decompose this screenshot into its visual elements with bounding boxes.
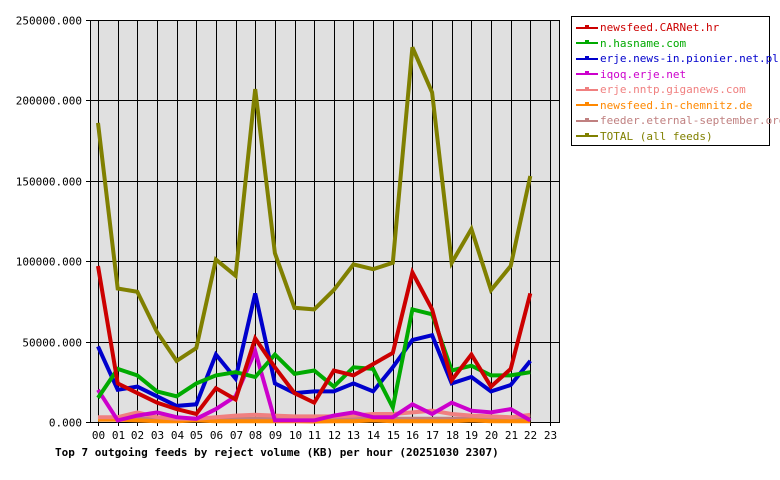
series-line — [96, 292, 532, 408]
series-line — [96, 46, 533, 364]
legend-label: newsfeed.CARNet.hr — [600, 21, 720, 35]
legend-item: erje.news-in.pionier.net.pl — [576, 51, 779, 67]
series-line — [96, 345, 532, 423]
legend-item: feeder.eternal-september.org — [576, 113, 780, 129]
x-tick-label: 23 — [544, 429, 557, 442]
y-axis: 0.000 50000.000 100000.000 150000.000 200000… — [16, 15, 82, 430]
x-tick-label: 21 — [505, 429, 518, 442]
y-tick-label: 0.000 — [49, 417, 82, 430]
plot-area — [90, 20, 560, 422]
legend: newsfeed.CARNet.hr n.hasname.com erje.news… — [571, 16, 780, 146]
x-tick-label: 01 — [112, 429, 125, 442]
x-tick-label: 07 — [230, 429, 243, 442]
legend-line-marker-icon — [576, 117, 598, 125]
x-tick-label: 11 — [308, 429, 321, 442]
legend-label: feeder.eternal-september.org — [600, 114, 780, 128]
x-tick-label: 06 — [210, 429, 223, 442]
x-tick-label: 02 — [131, 429, 144, 442]
x-tick-label: 12 — [328, 429, 341, 442]
legend-line-marker-icon — [576, 39, 598, 47]
x-tick-label: 03 — [151, 429, 164, 442]
legend-label: newsfeed.in-chemnitz.de — [600, 98, 753, 112]
legend-line-marker-icon — [576, 86, 598, 94]
x-axis: 00 01 02 03 04 05 06 07 08 09 10 11 12 13 14 15 16 17 18 19… — [92, 429, 557, 442]
x-tick-label: 16 — [406, 429, 419, 442]
x-tick-label: 22 — [524, 429, 537, 442]
legend-line-marker-icon — [576, 101, 598, 109]
legend-label: erje.nntp.giganews.com — [600, 83, 746, 97]
y-tick-label: 100000.000 — [16, 256, 82, 269]
legend-item: newsfeed.in-chemnitz.de — [576, 98, 769, 114]
legend-line-marker-icon — [576, 132, 598, 140]
y-tick-label: 50000.000 — [22, 337, 82, 350]
legend-label: n.hasname.com — [600, 36, 687, 50]
x-tick-label: 00 — [92, 429, 105, 442]
legend-item: iqoq.erje.net — [576, 67, 769, 83]
x-tick-label: 10 — [289, 429, 302, 442]
legend-label: iqoq.erje.net — [600, 67, 687, 81]
legend-label: erje.news-in.pionier.net.pl — [600, 52, 779, 66]
legend-item: n.hasname.com — [576, 36, 769, 52]
x-tick-label: 18 — [446, 429, 459, 442]
legend-line-marker-icon — [576, 55, 598, 63]
chart-title: Top 7 outgoing feeds by reject volume (K… — [55, 446, 499, 459]
legend-line-marker-icon — [576, 24, 598, 32]
legend-line-marker-icon — [576, 70, 598, 78]
series-line — [98, 408, 531, 421]
x-tick-label: 17 — [426, 429, 439, 442]
legend-item: TOTAL (all feeds) — [576, 129, 769, 145]
y-tick-label: 200000.000 — [16, 95, 82, 108]
series-line — [96, 265, 533, 417]
x-tick-label: 13 — [347, 429, 360, 442]
y-tick-label: 250000.000 — [16, 15, 82, 28]
legend-item: newsfeed.CARNet.hr — [576, 20, 769, 36]
x-tick-label: 05 — [190, 429, 203, 442]
legend-item: erje.nntp.giganews.com — [576, 82, 769, 98]
x-tick-label: 04 — [171, 429, 185, 442]
legend-label: TOTAL (all feeds) — [600, 129, 713, 143]
x-tick-label: 14 — [367, 429, 381, 442]
x-tick-label: 19 — [465, 429, 478, 442]
x-tick-label: 15 — [387, 429, 400, 442]
x-tick-label: 08 — [249, 429, 262, 442]
data-series — [96, 46, 533, 424]
x-tick-label: 09 — [269, 429, 282, 442]
x-tick-label: 20 — [485, 429, 498, 442]
y-tick-label: 150000.000 — [16, 176, 82, 189]
